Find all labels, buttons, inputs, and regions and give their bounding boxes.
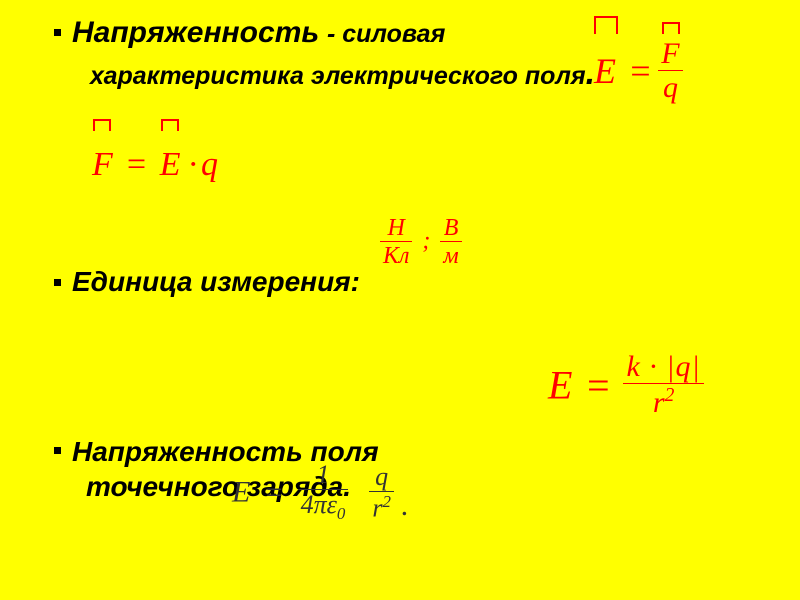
text-colon: : [351,266,360,297]
num-kq: k · |q| [623,352,703,383]
den-r2: r [372,493,382,522]
unit-V: В [440,216,461,241]
den-eps-sub: 0 [337,504,345,523]
den-r2-sup: 2 [382,492,390,511]
unit-N: Н [380,216,412,241]
sym-q2: q [201,146,218,183]
sym-E2: E [160,146,181,183]
bullet-1-sub: характеристика электрического поля. [90,54,640,93]
formula-e-fq: E = F q [590,16,684,103]
num-q: q [369,464,394,491]
sym-F: F [658,39,682,70]
bullet-1: Напряженность - силовая [72,16,592,50]
text-units: Единица измерения [72,266,351,297]
bullet-2: Единица измерения: [72,266,800,298]
formula-units: Н Кл ; В м [380,216,462,268]
den-r-sup: 2 [665,385,675,406]
sym-cdot: · [185,146,202,183]
sym-eq2: = [125,146,148,183]
vector-mark-f2 [93,119,111,131]
term-napryazhennost: Напряженность [72,16,319,49]
vector-mark-f [662,22,680,34]
vector-mark-e [594,16,618,34]
text-silovaya: - силовая [327,20,445,48]
formula-e-kqr2: E = k · |q| r2 [548,352,704,418]
formula-e-eps0: E = 1 4πε0 q r2 . [232,462,409,523]
sym-E: E [594,51,616,91]
vector-mark-e2 [161,119,179,131]
bullet-marker-2 [54,279,61,286]
sym-eq: = [628,51,652,91]
text-characteristic: характеристика электрического поля [90,62,586,90]
den-4pieps: 4πε [301,490,337,519]
eeps-dot: . [401,489,409,522]
sym-F2: F [92,146,113,183]
unit-m: м [440,241,461,268]
sym-eq4: = [258,476,290,509]
units-semicolon: ; [418,228,434,254]
sym-eq3: = [576,363,619,408]
unit-Kl: Кл [380,241,412,268]
formula-f-eq: F = E ·q [88,106,218,184]
den-r: r [653,386,665,419]
sym-E4: E [232,476,250,509]
bullet-marker-3 [54,447,61,454]
sym-E3: E [548,363,572,408]
bullet-marker [54,29,61,36]
sym-q: q [658,70,682,103]
num-1: 1 [298,462,349,489]
